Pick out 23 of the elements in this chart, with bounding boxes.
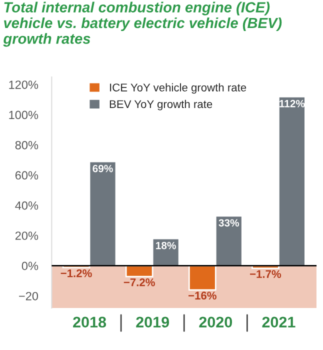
legend-label: BEV YoY growth rate [110, 100, 212, 110]
data-label: 18% [156, 242, 176, 250]
data-label: −7.2% [124, 278, 155, 286]
data-label: 112% [280, 100, 305, 108]
y-tick-label: −20 [19, 292, 38, 300]
data-label: −1.7% [250, 270, 282, 278]
y-tick-label: 20% [15, 232, 38, 240]
chart-title: Total internal combustion engine (ICE) vehicle vs. battery electric vehicle (BEV) growth rates [3, 2, 282, 47]
y-tick-label: 80% [15, 140, 38, 150]
x-tick-label: 2020 [199, 316, 232, 328]
legend-label: ICE YoY vehicle growth rate [110, 83, 246, 94]
x-tick-label: 2019 [136, 316, 170, 328]
y-tick-label: 40% [15, 201, 38, 210]
y-tick-label: 0% [22, 262, 38, 270]
x-tick-label: 2018 [73, 316, 106, 328]
y-tick-label: 120% [9, 80, 38, 89]
x-tick-label: 2021 [262, 316, 296, 328]
y-tick-label: 60% [15, 171, 38, 180]
y-tick-label: 100% [9, 110, 38, 120]
data-label: −16% [188, 292, 216, 300]
data-label: 69% [92, 164, 113, 172]
data-label: −1.2% [60, 269, 92, 278]
data-label: 33% [218, 219, 240, 227]
